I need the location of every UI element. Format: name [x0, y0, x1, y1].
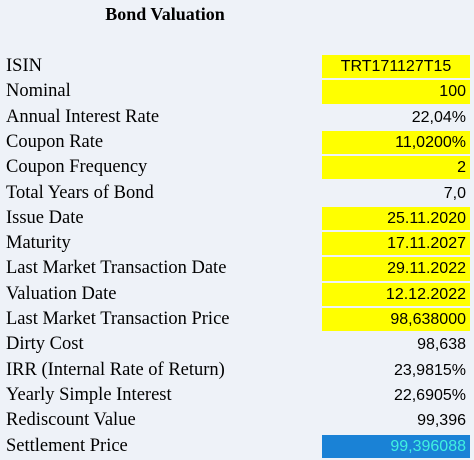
table-row: Nominal 100 [0, 79, 474, 104]
row-value: 22,04% [411, 108, 466, 126]
row-value: 7,0 [443, 184, 466, 202]
row-value: 98,638000 [322, 308, 470, 332]
row-label: Maturity [6, 233, 71, 254]
row-label: Rediscount Value [6, 410, 136, 431]
row-value: 98,638 [417, 336, 466, 354]
table-row: Total Years of Bond 7,0 [0, 181, 474, 206]
row-value: 17.11.2027 [322, 232, 470, 256]
table-row: Maturity 17.11.2027 [0, 231, 474, 256]
row-label: Coupon Frequency [6, 157, 148, 178]
row-value: TRT171127T15 [322, 55, 470, 79]
row-value: 23,9815% [393, 361, 466, 379]
table-row: Dirty Cost 98,638 [0, 332, 474, 357]
table-row: IRR (Internal Rate of Return) 23,9815% [0, 358, 474, 383]
row-value: 25.11.2020 [322, 206, 470, 231]
row-label: Settlement Price [6, 435, 128, 456]
row-label: Total Years of Bond [6, 182, 154, 203]
table-row: Coupon Frequency 2 [0, 155, 474, 180]
row-value: 99,396088 [322, 434, 470, 458]
row-label: Nominal [6, 81, 71, 102]
table-row: Rediscount Value 99,396 [0, 408, 474, 433]
table-row: Last Market Transaction Date 29.11.2022 [0, 256, 474, 281]
table-row: Issue Date 25.11.2020 [0, 206, 474, 231]
table-row: Yearly Simple Interest 22,6905% [0, 383, 474, 408]
table-row: Annual Interest Rate 22,04% [0, 105, 474, 130]
row-label: ISIN [6, 56, 42, 76]
row-value: 22,6905% [393, 386, 466, 404]
row-label: Last Market Transaction Price [6, 309, 230, 329]
row-label: IRR (Internal Rate of Return) [6, 359, 225, 380]
row-label: Last Market Transaction Date [6, 258, 227, 279]
table-row: Coupon Rate 11,0200% [0, 130, 474, 155]
sheet-title: Bond Valuation [105, 4, 225, 24]
row-label: Yearly Simple Interest [6, 384, 172, 405]
row-value: 11,0200% [322, 130, 470, 155]
row-label: Valuation Date [6, 283, 117, 304]
row-value: 29.11.2022 [322, 257, 470, 281]
row-value: 12.12.2022 [322, 282, 470, 306]
row-value: 2 [322, 156, 470, 180]
row-label: Issue Date [6, 207, 84, 228]
row-value: 100 [322, 80, 470, 104]
row-label: Coupon Rate [6, 131, 104, 152]
table-row: Last Market Transaction Price 98,638000 [0, 307, 474, 332]
table-row: Valuation Date 12.12.2022 [0, 282, 474, 307]
table-row: ISIN TRT171127T15 [0, 54, 474, 79]
row-label: Dirty Cost [6, 334, 84, 355]
row-label: Annual Interest Rate [6, 106, 160, 127]
row-value: 99,396 [417, 412, 466, 430]
table-row: Settlement Price 99,396088 [0, 434, 474, 459]
